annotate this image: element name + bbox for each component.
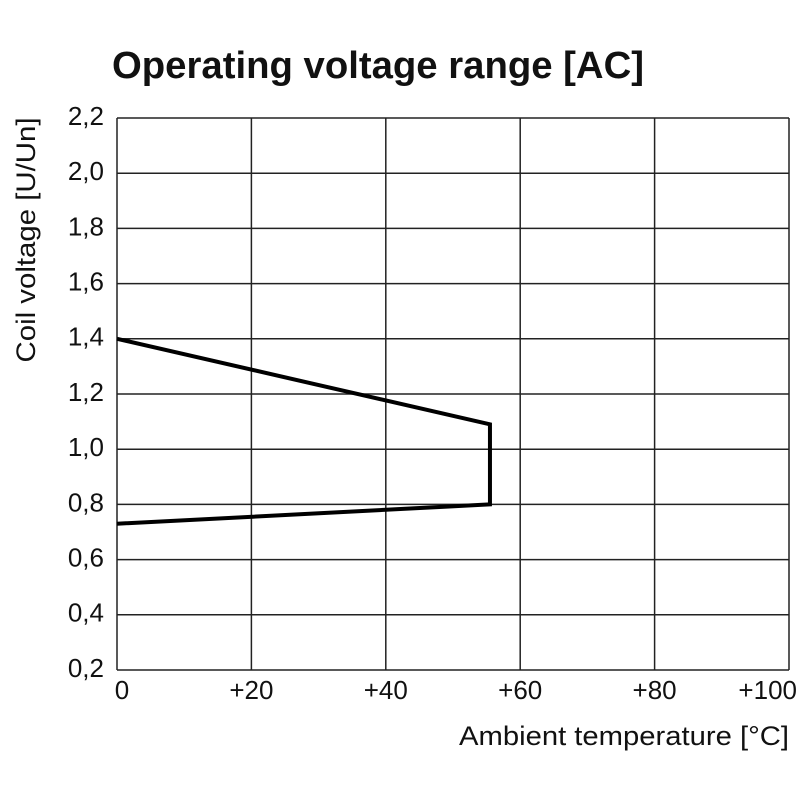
y-tick-label: 0,8	[68, 487, 104, 517]
x-tick-label: 0	[115, 675, 129, 705]
y-tick-label: 0,4	[68, 598, 104, 628]
x-tick-label: +40	[364, 675, 408, 705]
y-tick-label: 1,4	[68, 322, 104, 352]
y-tick-label: 0,6	[68, 542, 104, 572]
y-tick-label: 1,6	[68, 266, 104, 296]
chart-title: Operating voltage range [AC]	[112, 45, 644, 87]
y-tick-label: 0,2	[68, 653, 104, 683]
x-tick-label: +100	[738, 675, 797, 705]
y-tick-label: 2,0	[68, 156, 104, 186]
y-axis-label: Coil voltage [U/Un]	[11, 118, 41, 363]
y-tick-label: 1,2	[68, 377, 104, 407]
x-axis-label: Ambient temperature [°C]	[459, 721, 789, 751]
x-tick-label: +60	[498, 675, 542, 705]
y-tick-label: 2,2	[68, 101, 104, 131]
y-tick-label: 1,8	[68, 211, 104, 241]
data-line	[116, 336, 492, 526]
y-tick-label: 1,0	[68, 432, 104, 462]
x-tick-label: +80	[633, 675, 677, 705]
x-tick-label: +20	[229, 675, 273, 705]
